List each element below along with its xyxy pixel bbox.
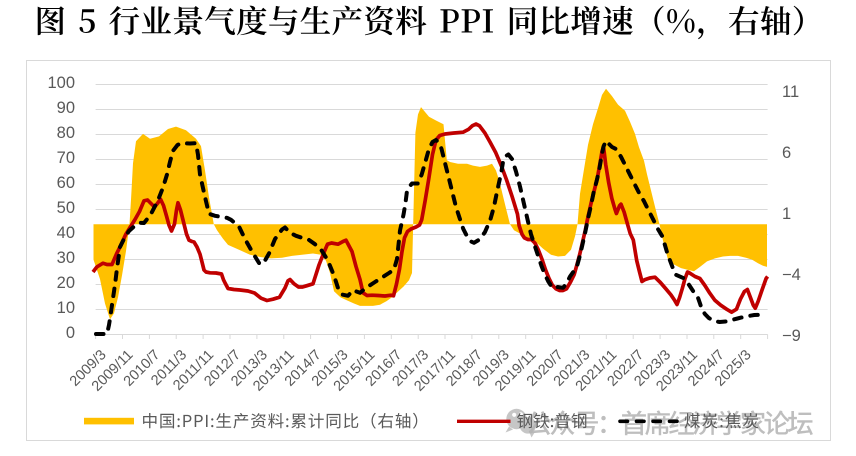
svg-text:90: 90	[57, 99, 75, 117]
svg-text:100: 100	[47, 74, 75, 92]
svg-text:−9: −9	[782, 327, 801, 345]
svg-text:50: 50	[57, 199, 75, 217]
svg-text:11: 11	[782, 83, 799, 101]
svg-text:20: 20	[57, 274, 75, 292]
svg-text:1: 1	[782, 205, 791, 223]
svg-text:70: 70	[57, 149, 75, 167]
svg-text:6: 6	[782, 144, 791, 162]
svg-text:60: 60	[57, 174, 75, 192]
svg-text:80: 80	[57, 124, 75, 142]
svg-text:30: 30	[57, 249, 75, 267]
svg-text:10: 10	[57, 299, 75, 317]
svg-text:40: 40	[57, 224, 75, 242]
svg-text:0: 0	[66, 324, 75, 342]
svg-text:−4: −4	[782, 266, 801, 284]
